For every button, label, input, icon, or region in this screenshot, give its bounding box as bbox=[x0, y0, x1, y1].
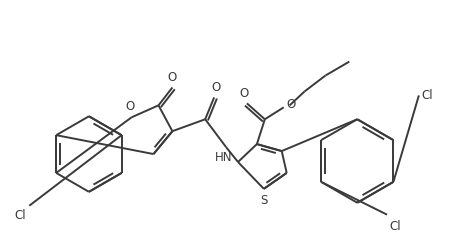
Text: HN: HN bbox=[215, 151, 233, 164]
Text: O: O bbox=[287, 98, 296, 111]
Text: O: O bbox=[239, 87, 248, 100]
Text: Cl: Cl bbox=[389, 220, 401, 233]
Text: O: O bbox=[125, 100, 134, 113]
Text: S: S bbox=[260, 194, 267, 207]
Text: O: O bbox=[168, 72, 177, 84]
Text: O: O bbox=[211, 81, 221, 94]
Text: Cl: Cl bbox=[422, 89, 434, 102]
Text: Cl: Cl bbox=[15, 209, 26, 222]
